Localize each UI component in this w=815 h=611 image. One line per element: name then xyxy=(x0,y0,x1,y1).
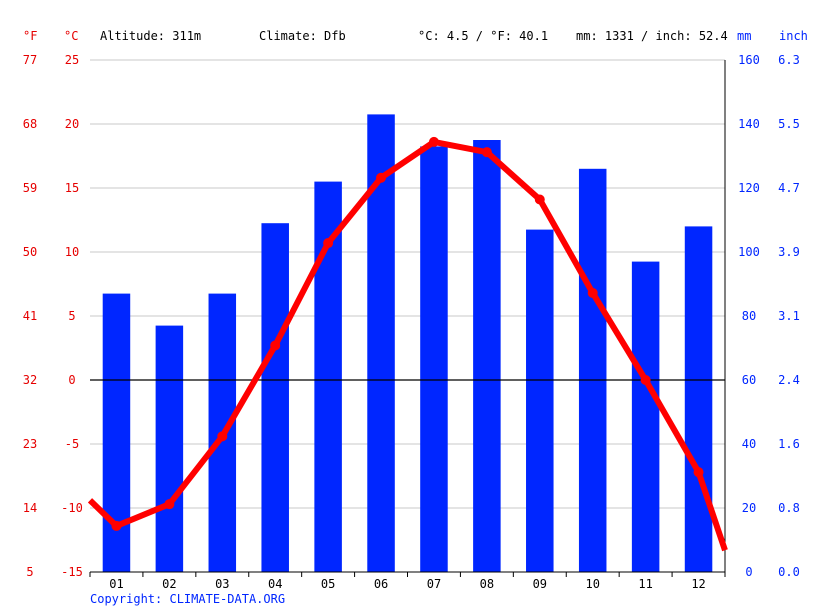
unit-mm-label: mm xyxy=(737,29,751,43)
x-tick-label: 01 xyxy=(109,577,123,591)
axes xyxy=(89,60,726,577)
temp-point-11 xyxy=(640,375,651,385)
tick-label-celsius: -5 xyxy=(65,437,79,451)
total-precip-label: mm: 1331 / inch: 52.4 xyxy=(576,29,728,43)
tick-label-fahrenheit: 41 xyxy=(23,309,37,323)
temp-point-07 xyxy=(428,136,439,147)
tick-label-mm: 0 xyxy=(745,565,752,579)
tick-label-mm: 160 xyxy=(738,53,760,67)
grid-lines xyxy=(90,59,725,509)
tick-label-fahrenheit: 77 xyxy=(23,53,37,67)
tick-label-inch: 5.5 xyxy=(778,117,800,131)
tick-label-celsius: -15 xyxy=(61,565,83,579)
x-tick-label: 10 xyxy=(585,577,599,591)
temp-point-04 xyxy=(270,340,281,351)
altitude-label: Altitude: 311m xyxy=(100,29,201,43)
tick-label-celsius: 5 xyxy=(68,309,75,323)
tick-label-inch: 4.7 xyxy=(778,181,800,195)
tick-label-fahrenheit: 68 xyxy=(23,117,37,131)
x-tick-label: 09 xyxy=(533,577,547,591)
precip-bar-11 xyxy=(631,261,660,572)
tick-labels: 77 25 160 6.368 20 140 5.559 15 120 4.750 10 100 3.9… xyxy=(23,53,800,591)
tick-label-inch: 2.4 xyxy=(778,373,800,387)
tick-label-fahrenheit: 32 xyxy=(23,373,37,387)
tick-label-inch: 3.9 xyxy=(778,245,800,259)
copyright-text: Copyright: CLIMATE-DATA.ORG xyxy=(90,592,285,606)
precip-bar-12 xyxy=(684,226,713,572)
precip-bar-10 xyxy=(578,168,607,573)
tick-label-mm: 140 xyxy=(738,117,760,131)
tick-label-fahrenheit: 5 xyxy=(26,565,33,579)
temp-point-05 xyxy=(323,238,334,249)
tick-label-celsius: 10 xyxy=(65,245,79,259)
climate-label: Climate: Dfb xyxy=(259,29,346,43)
tick-label-mm: 100 xyxy=(738,245,760,259)
x-tick-label: 11 xyxy=(638,577,652,591)
x-tick-label: 02 xyxy=(162,577,176,591)
tick-label-mm: 40 xyxy=(742,437,756,451)
precip-bar-08 xyxy=(473,140,501,572)
tick-label-mm: 60 xyxy=(742,373,756,387)
unit-inch-label: inch xyxy=(779,29,808,43)
temp-point-08 xyxy=(481,147,492,158)
tick-label-fahrenheit: 14 xyxy=(23,501,37,515)
temperature-line xyxy=(87,136,728,552)
tick-label-celsius: -10 xyxy=(61,501,83,515)
tick-label-mm: 20 xyxy=(742,501,756,515)
x-tick-label: 05 xyxy=(321,577,335,591)
precip-bar-02 xyxy=(155,325,184,572)
tick-label-celsius: 15 xyxy=(65,181,79,195)
tick-label-celsius: 0 xyxy=(68,373,75,387)
precip-bar-07 xyxy=(420,146,448,572)
temperature-series-line xyxy=(87,138,728,552)
x-tick-label: 06 xyxy=(374,577,388,591)
tick-label-celsius: 25 xyxy=(65,53,79,67)
temp-point-10 xyxy=(587,287,598,298)
temp-point-02 xyxy=(164,499,175,510)
unit-celsius-label: °C xyxy=(64,29,78,43)
tick-label-inch: 0.8 xyxy=(778,501,800,515)
tick-label-fahrenheit: 59 xyxy=(23,181,37,195)
tick-label-mm: 120 xyxy=(738,181,760,195)
tick-label-inch: 6.3 xyxy=(778,53,800,67)
x-tick-label: 04 xyxy=(268,577,282,591)
avg-temp-label: °C: 4.5 / °F: 40.1 xyxy=(418,29,548,43)
precip-bar-04 xyxy=(261,223,289,572)
precip-bar-06 xyxy=(367,114,395,573)
temp-point-01 xyxy=(111,520,122,531)
x-tick-label: 03 xyxy=(215,577,229,591)
temp-point-12 xyxy=(693,467,704,478)
tick-label-celsius: 20 xyxy=(65,117,79,131)
x-tick-label: 07 xyxy=(427,577,441,591)
tick-label-inch: 1.6 xyxy=(778,437,800,451)
x-tick-label: 12 xyxy=(691,577,705,591)
tick-label-inch: 3.1 xyxy=(778,309,800,323)
x-tick-label: 08 xyxy=(480,577,494,591)
tick-label-fahrenheit: 23 xyxy=(23,437,37,451)
temp-point-03 xyxy=(217,431,228,442)
tick-label-fahrenheit: 50 xyxy=(23,245,37,259)
unit-fahrenheit-label: °F xyxy=(23,29,37,43)
tick-label-inch: 0.0 xyxy=(778,565,800,579)
precipitation-bars xyxy=(102,114,713,573)
tick-label-mm: 80 xyxy=(742,309,756,323)
temp-point-09 xyxy=(534,194,545,205)
precip-bar-09 xyxy=(526,229,554,572)
temp-point-06 xyxy=(376,172,387,183)
